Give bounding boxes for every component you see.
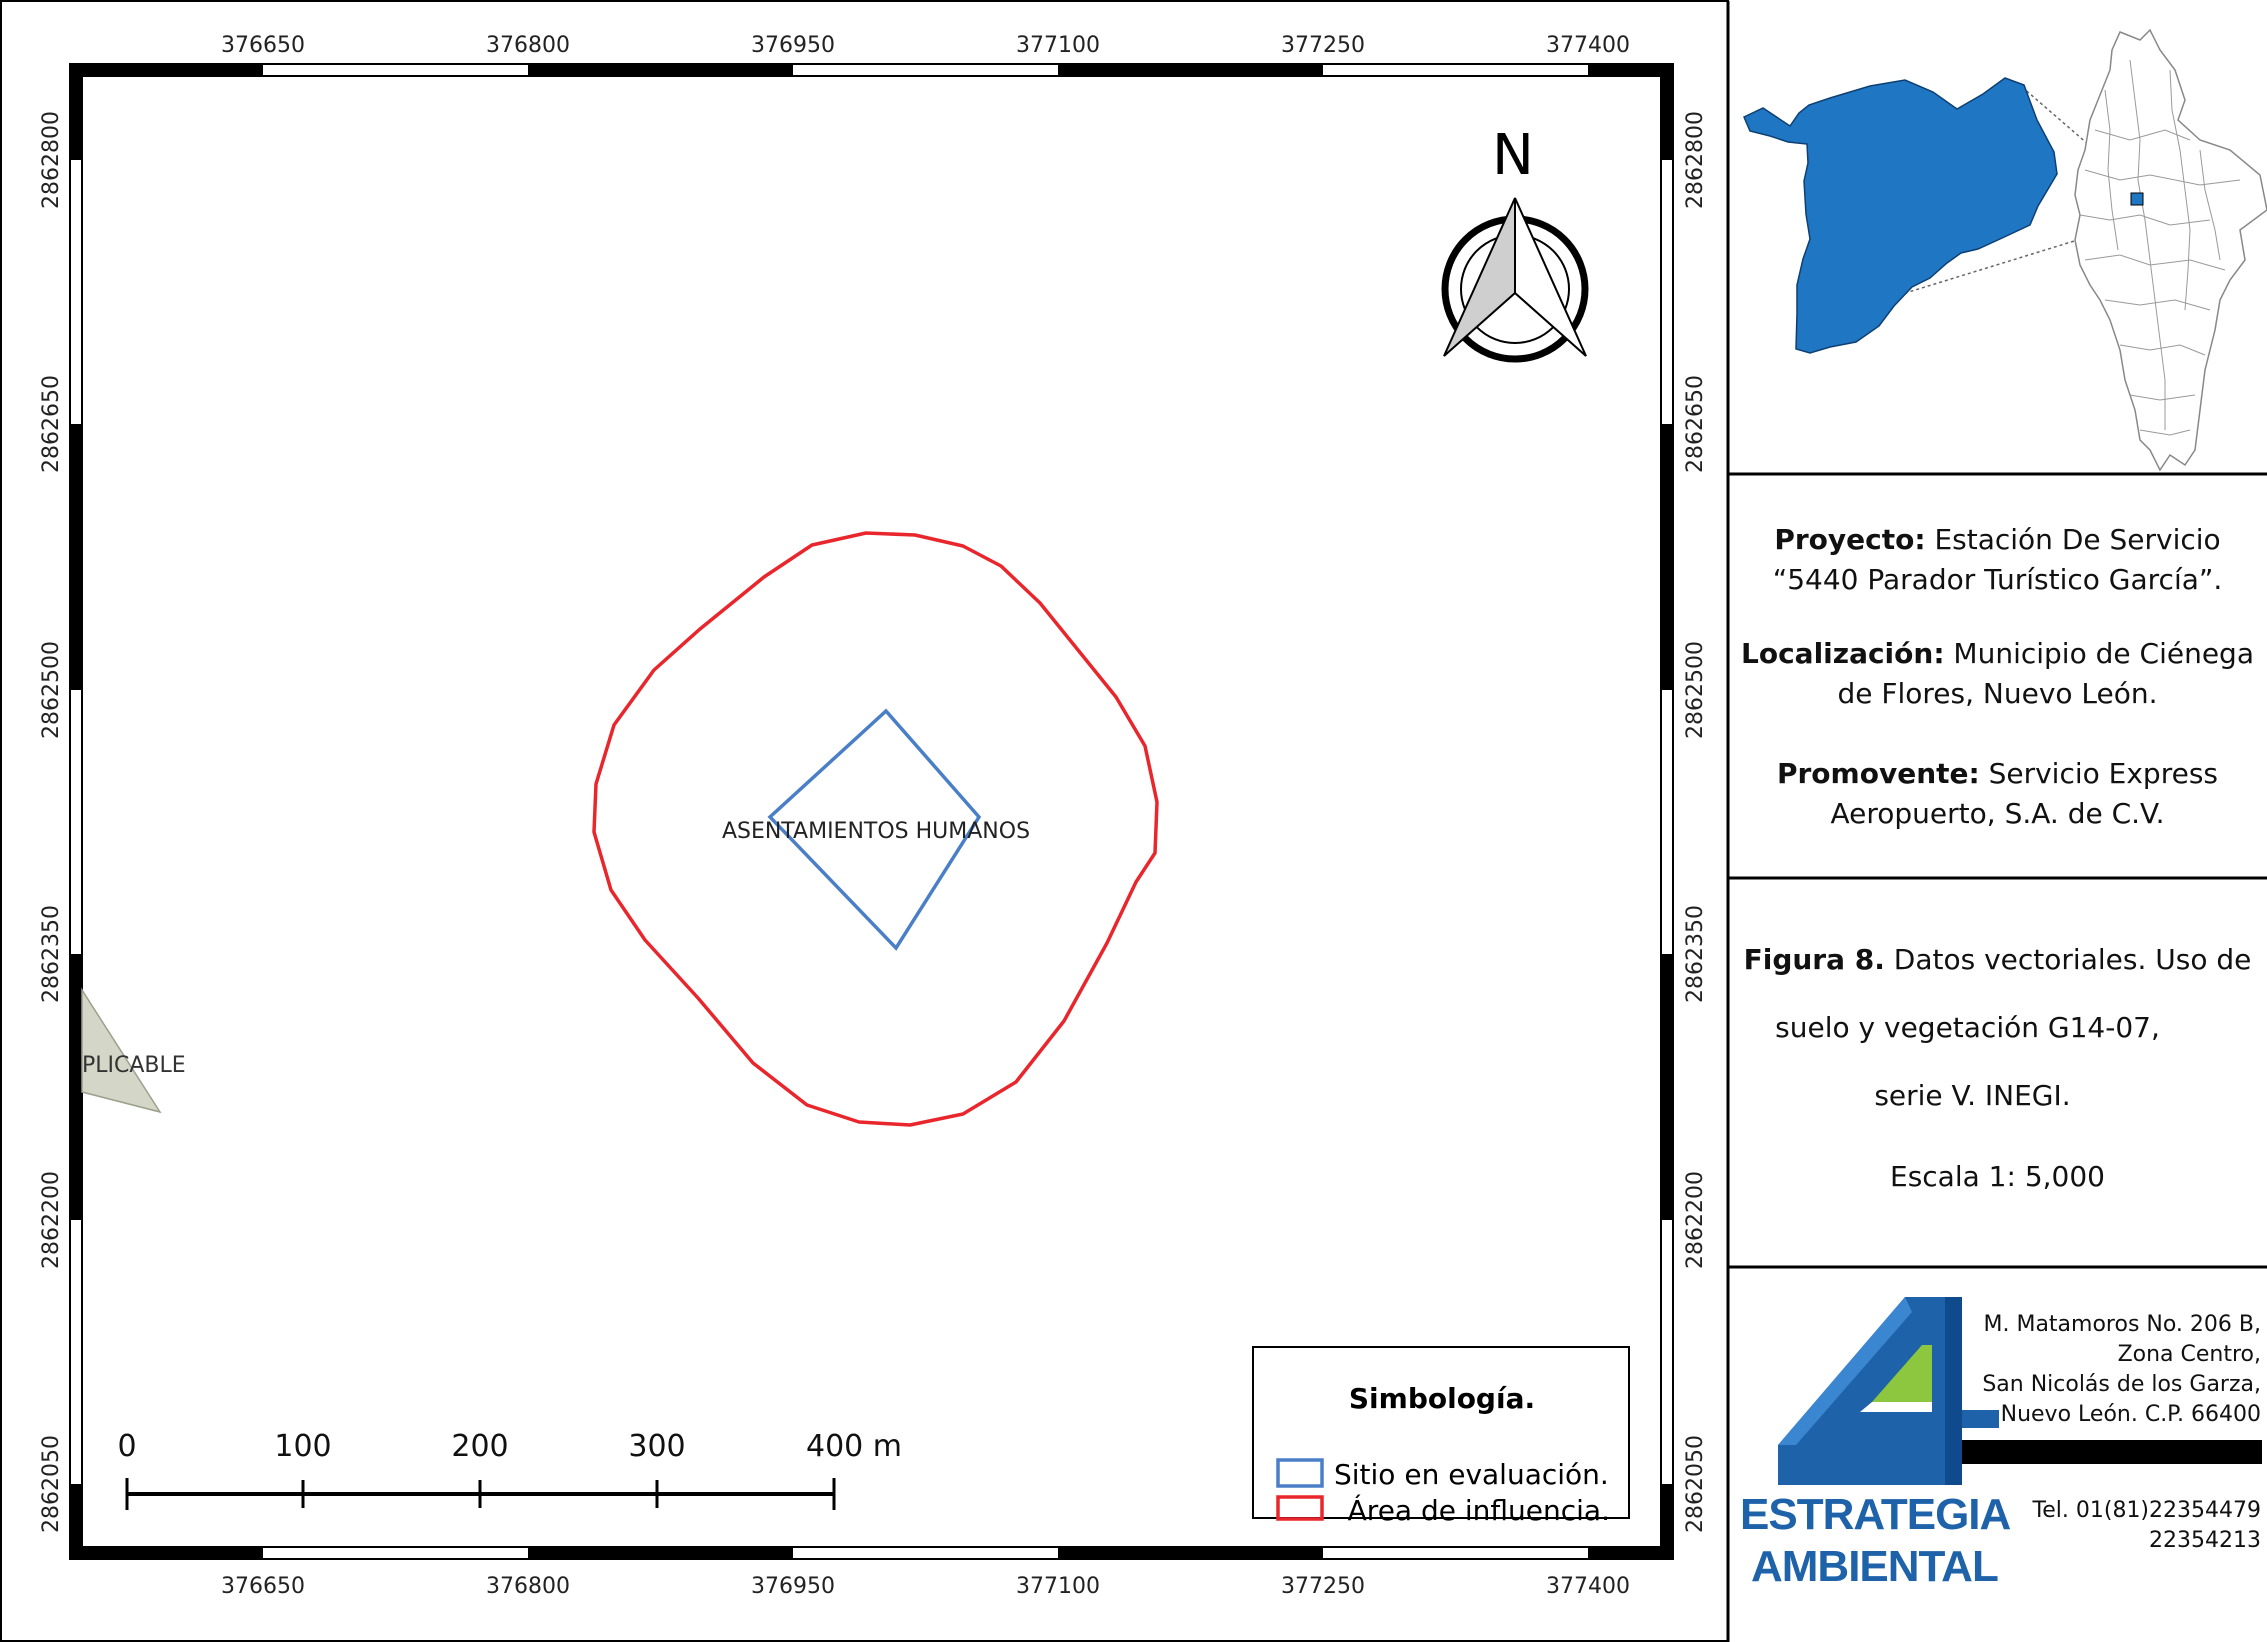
y-tick-right: 2862650 (1683, 375, 1708, 473)
address-block: M. Matamoros No. 206 B, Zona Centro, San… (1982, 1310, 2261, 1430)
x-tick-bottom: 376650 (221, 1574, 305, 1599)
x-tick-top: 377400 (1546, 33, 1630, 58)
x-tick-bottom: 377400 (1546, 1574, 1630, 1599)
scale-bar: 0 100 200 300 400 m (117, 1429, 902, 1510)
promoter-info: Promovente: Servicio Express Aeropuerto,… (1728, 754, 2267, 834)
figure-value: Datos vectoriales. Uso de (1884, 943, 2252, 976)
scale-text: Escala 1: 5,000 (1890, 1160, 2105, 1193)
settlement-label: ASENTAMIENTOS HUMANOS (722, 819, 1030, 844)
company-logo (1778, 1297, 2262, 1485)
scale-label: 0 (117, 1429, 136, 1464)
y-tick-left: 2862650 (39, 375, 64, 473)
x-tick-top: 377250 (1281, 33, 1365, 58)
influence-area (592, 531, 1159, 1127)
figure-caption: Figura 8. Datos vectoriales. Uso de suel… (1728, 926, 2267, 1130)
scale-label: 200 (451, 1429, 508, 1464)
phone-block: Tel. 01(81)22354479 22354213 (2033, 1496, 2261, 1556)
legend-label-influence: Área de influencia. (1348, 1493, 1610, 1527)
location-label: Localización: (1741, 637, 1945, 670)
svg-text:N: N (1492, 123, 1534, 188)
y-tick-right: 2862050 (1683, 1435, 1708, 1533)
phone-line: Tel. 01(81)22354479 (2032, 1498, 2261, 1523)
evaluation-site (767, 708, 982, 951)
legend-title: Simbología. (1349, 1382, 1535, 1415)
scale-label: 100 (274, 1429, 331, 1464)
legend-label-site: Sitio en evaluación. (1334, 1458, 1609, 1491)
project-value-line2: “5440 Parador Turístico García”. (1772, 563, 2223, 596)
address-line: Nuevo León. C.P. 66400 (2000, 1402, 2261, 1427)
y-tick-left: 2862500 (39, 641, 64, 739)
figure-value-line3: serie V. INEGI. (1874, 1079, 2071, 1112)
land-use-polygon (81, 987, 162, 1114)
x-tick-bottom: 377100 (1016, 1574, 1100, 1599)
x-tick-top: 376950 (751, 33, 835, 58)
y-tick-right: 2862350 (1683, 905, 1708, 1003)
project-value: Estación De Servicio (1925, 523, 2221, 556)
promoter-value: Servicio Express (1979, 757, 2219, 790)
legend-swatch-site (1276, 1458, 1324, 1488)
y-tick-right: 2862800 (1683, 111, 1708, 209)
graticule-border (69, 63, 1674, 1560)
x-tick-bottom: 377250 (1281, 1574, 1365, 1599)
scale-label: 400 m (806, 1429, 902, 1464)
promoter-label: Promovente: (1776, 757, 1980, 790)
locator-map (1743, 28, 2267, 472)
legend-swatch-influence (1276, 1495, 1324, 1521)
y-tick-right: 2862200 (1683, 1171, 1708, 1269)
x-tick-top: 377100 (1016, 33, 1100, 58)
north-arrow-icon: N (1441, 123, 1589, 363)
x-tick-bottom: 376950 (751, 1574, 835, 1599)
legend: Simbología. Sitio en evaluación. Área de… (1252, 1346, 1630, 1527)
project-info: Proyecto: Estación De Servicio “5440 Par… (1728, 520, 2267, 600)
y-tick-left: 2862050 (39, 1435, 64, 1533)
scale-label: 300 (628, 1429, 685, 1464)
logo-line1: ESTRATEGIA (1740, 1490, 2011, 1539)
y-tick-left: 2862350 (39, 905, 64, 1003)
location-value: Municipio de Ciénega (1944, 637, 2254, 670)
project-label: Proyecto: (1774, 523, 1926, 556)
figure-label: Figura 8. (1743, 943, 1885, 976)
figure-value-line2: suelo y vegetación G14-07, (1775, 1011, 2160, 1044)
x-tick-bottom: 376800 (486, 1574, 570, 1599)
promoter-value-line2: Aeropuerto, S.A. de C.V. (1830, 797, 2165, 830)
x-tick-top: 376650 (221, 33, 305, 58)
logo-line2: AMBIENTAL (1751, 1542, 1999, 1591)
y-tick-left: 2862200 (39, 1171, 64, 1269)
address-line: Zona Centro, (2117, 1342, 2261, 1367)
phone-line: 22354213 (2149, 1528, 2261, 1553)
land-use-label: PLICABLE (82, 1053, 186, 1078)
location-value-line2: de Flores, Nuevo León. (1837, 677, 2158, 710)
x-tick-top: 376800 (486, 33, 570, 58)
address-line: San Nicolás de los Garza, (1982, 1372, 2261, 1397)
address-line: M. Matamoros No. 206 B, (1983, 1312, 2262, 1337)
y-tick-right: 2862500 (1683, 641, 1708, 739)
y-tick-left: 2862800 (39, 111, 64, 209)
location-info: Localización: Municipio de Ciénega de Fl… (1728, 634, 2267, 714)
